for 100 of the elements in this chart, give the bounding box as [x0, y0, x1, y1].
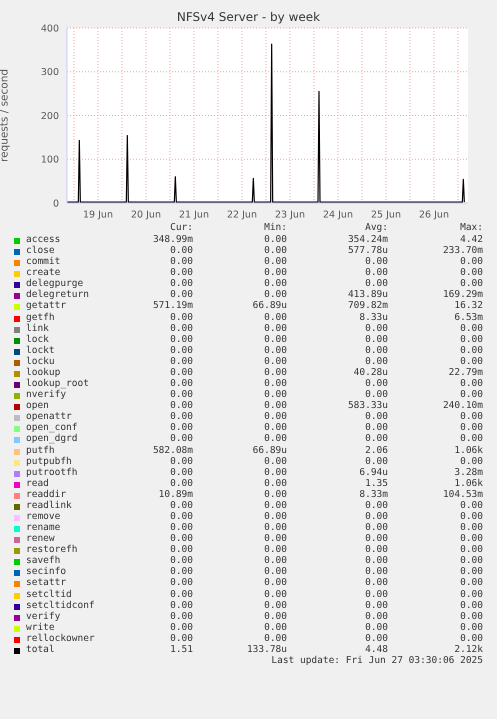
text: 0.00: [264, 577, 287, 588]
text: 0.00: [264, 511, 287, 522]
text: 0.00: [170, 378, 193, 390]
legend-label: locku: [26, 356, 55, 367]
text: 0.00: [460, 389, 483, 400]
text: 0.00: [264, 500, 287, 511]
text: 0.00: [264, 544, 287, 556]
chart-title: NFSv4 Server - by week: [176, 10, 322, 24]
text: 0.00: [460, 622, 483, 633]
text: 0.00: [170, 522, 193, 534]
text: 0.00: [365, 511, 388, 522]
text: 0.00: [264, 234, 287, 245]
text: 0.00: [264, 466, 287, 478]
text: 0.00: [460, 433, 483, 444]
text: 0.00: [170, 433, 193, 444]
y-tick-label: 100: [40, 154, 59, 166]
text: 0.00: [170, 400, 193, 412]
text: 0.00: [170, 544, 193, 556]
text: Cur:: [170, 222, 193, 233]
text: 0.00: [170, 322, 193, 334]
legend-label: setcltid: [26, 588, 72, 600]
y-tick-label: 400: [40, 23, 59, 34]
text: 104.53m: [442, 488, 483, 500]
text: 0.00: [460, 610, 483, 622]
legend-label: verify: [26, 610, 60, 622]
text: 0.00: [365, 344, 388, 356]
legend-label: access: [26, 234, 60, 245]
legend-label: rename: [26, 522, 60, 534]
text: 0.00: [170, 245, 193, 256]
text: 0.00: [170, 511, 193, 522]
text: 240.10m: [442, 400, 483, 412]
text: 0.00: [365, 600, 388, 611]
text: 0.00: [460, 256, 483, 268]
legend-label: setattr: [26, 577, 66, 588]
legend-label: remove: [26, 511, 60, 522]
legend-label: open_dgrd: [26, 433, 78, 444]
legend-label: total: [26, 644, 55, 655]
text: 0.00: [365, 356, 388, 367]
text: 0.00: [170, 632, 193, 644]
text: 0.00: [460, 411, 483, 422]
legend-label: close: [26, 245, 55, 256]
legend-label: read: [26, 478, 49, 489]
text: 0.00: [170, 533, 193, 544]
legend-label: lookup_root: [26, 378, 89, 390]
text: 0.00: [264, 632, 287, 644]
text: 0.00: [365, 267, 388, 278]
legend-label: link: [26, 322, 49, 334]
text: 0.00: [365, 588, 388, 600]
text: 0.00: [264, 344, 287, 356]
text: 169.29m: [442, 289, 483, 300]
text: 0.00: [170, 267, 193, 278]
text: 0.00: [170, 422, 193, 434]
text: Min:: [264, 222, 287, 233]
text: 66.89u: [252, 444, 287, 456]
text: 0.00: [170, 344, 193, 356]
text: 0.00: [460, 566, 483, 578]
legend-label: openattr: [26, 411, 72, 422]
text: 0.00: [264, 555, 287, 566]
text: 0.00: [460, 511, 483, 522]
text: 0.00: [170, 466, 193, 478]
text: 0.00: [264, 267, 287, 278]
text: 413.89u: [348, 289, 388, 300]
text: Last update: Fri Jun 27 03:30:06 2025: [271, 655, 483, 666]
text: 0.00: [460, 322, 483, 334]
legend-label: savefh: [26, 555, 60, 566]
text: 0.00: [264, 422, 287, 434]
x-tick-label: 22 Jun: [227, 210, 257, 221]
text: 0.00: [365, 555, 388, 566]
text: 0.00: [264, 600, 287, 611]
text: 0.00: [264, 610, 287, 622]
text: 0.00: [170, 478, 193, 489]
legend-label: delegpurge: [26, 278, 84, 290]
text: 0.00: [460, 267, 483, 278]
text: 0.00: [264, 400, 287, 412]
text: 0.00: [365, 522, 388, 534]
text: 0.00: [264, 588, 287, 600]
text: 0.00: [460, 632, 483, 644]
legend-label: write: [26, 622, 55, 633]
legend-label: restorefh: [26, 544, 78, 556]
text: 0.00: [365, 456, 388, 467]
text: 0.00: [264, 312, 287, 323]
x-tick-label: 24 Jun: [323, 210, 353, 221]
legend-label: getfh: [26, 312, 55, 323]
text: 66.89u: [252, 300, 287, 312]
legend-label: commit: [26, 256, 60, 268]
text: 0.00: [264, 289, 287, 300]
text: 133.78u: [246, 644, 287, 655]
text: 0.00: [460, 600, 483, 611]
text: 22.79m: [448, 366, 483, 378]
text: 0.00: [460, 334, 483, 345]
text: 0.00: [170, 588, 193, 600]
text: 6.94u: [359, 466, 388, 478]
legend-label: lockt: [26, 344, 55, 356]
text: 0.00: [365, 422, 388, 434]
legend-label: secinfo: [26, 566, 66, 578]
text: 4.42: [460, 234, 483, 245]
text: 577.78u: [348, 245, 388, 256]
text: 0.00: [264, 366, 287, 378]
text: 4.48: [365, 644, 388, 655]
text: 0.00: [460, 422, 483, 434]
